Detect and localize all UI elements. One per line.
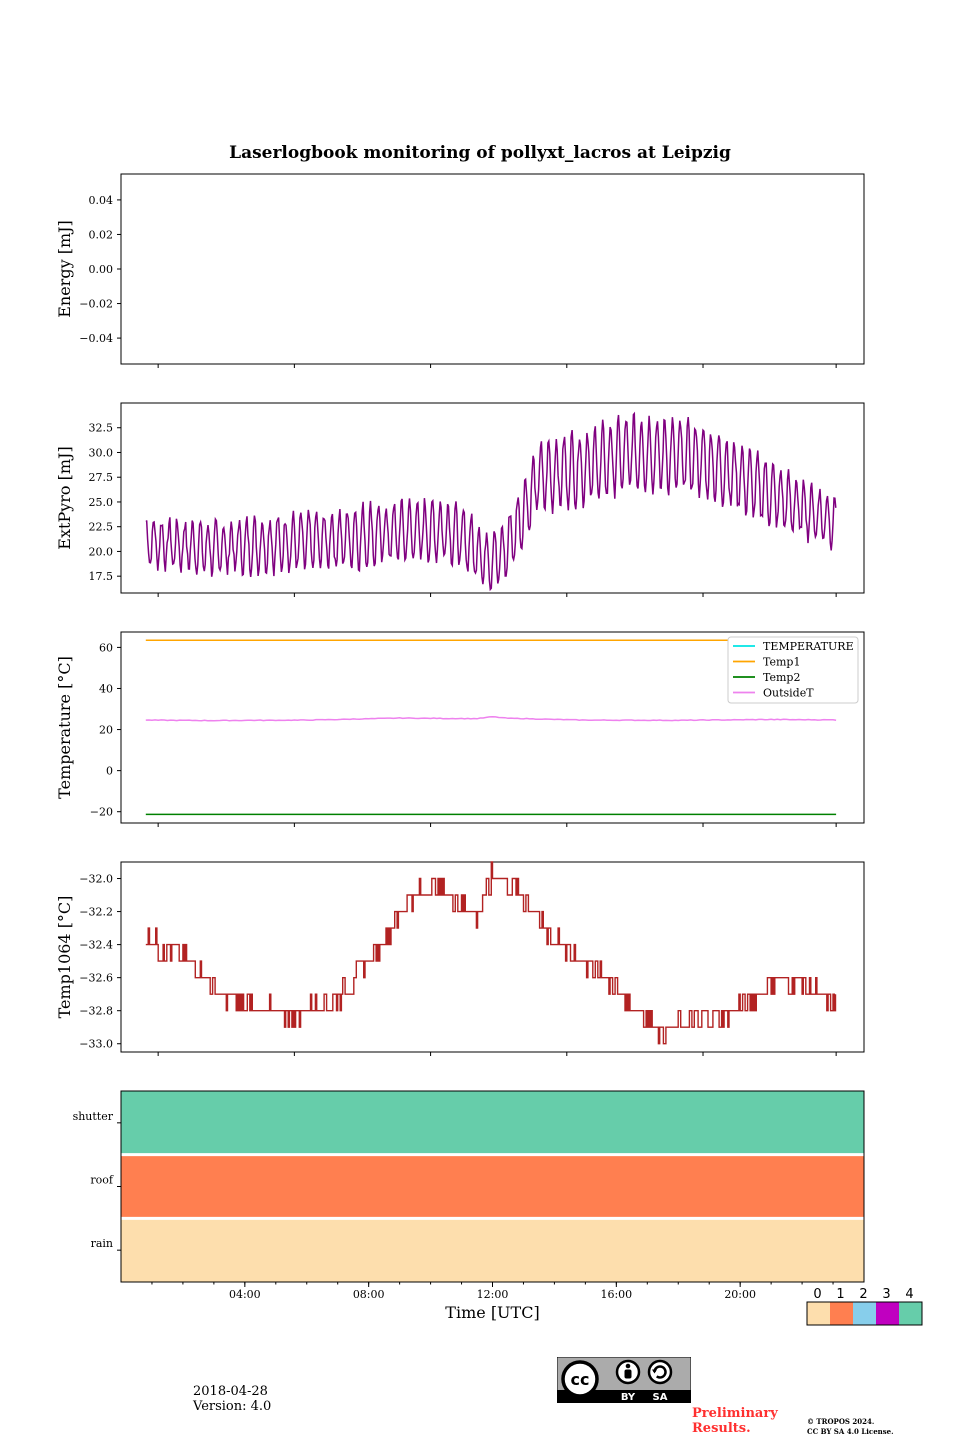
y-tick-label: 30.0 xyxy=(89,446,114,459)
panel-frame-1 xyxy=(120,402,865,594)
x-tick-label: 04:00 xyxy=(229,1288,261,1301)
colorbar-cell-1 xyxy=(830,1302,853,1325)
status-row-roof xyxy=(121,1154,864,1219)
figure-title: Laserlogbook monitoring of pollyxt_lacro… xyxy=(229,143,731,163)
colorbar-tick-label: 4 xyxy=(905,1287,913,1302)
y-tick-label: 40 xyxy=(99,682,113,695)
y-tick-label: 32.5 xyxy=(89,422,114,435)
svg-text:SA: SA xyxy=(653,1392,668,1403)
y-tick-label: 60 xyxy=(99,641,113,654)
colorbar-cell-2 xyxy=(853,1302,876,1325)
y-tick-label: −32.8 xyxy=(79,1005,113,1018)
legend-label: OutsideT xyxy=(763,687,814,700)
y-tick-label: 22.5 xyxy=(89,521,114,534)
y-axis-label: Temp1064 [°C] xyxy=(55,896,74,1019)
legend-label: Temp1 xyxy=(763,656,800,669)
y-tick-label: −32.0 xyxy=(79,873,113,886)
footer-info: 2018-04-28 Version: 4.0 xyxy=(193,1384,271,1414)
date-label: 2018-04-28 xyxy=(193,1384,268,1399)
svg-text:cc: cc xyxy=(571,1370,590,1389)
colorbar-tick-label: 1 xyxy=(836,1287,844,1302)
panels: 0.04 0.02 0.00 −0.02 −0.04 Energy [mJ] 17.5 20.… xyxy=(55,173,923,1326)
cc-license-badge: cc BY SA xyxy=(557,1357,691,1403)
colorbar-tick-label: 0 xyxy=(813,1287,821,1302)
temperature-legend: TEMPERATURE Temp1 Temp2 OutsideT xyxy=(727,636,859,704)
colorbar-cell-3 xyxy=(876,1302,899,1325)
y-tick-label: 20 xyxy=(99,724,113,737)
panel-frame-2 xyxy=(120,631,865,824)
panel-frame-0 xyxy=(120,173,865,365)
y-axis-label: ExtPyro [mJ] xyxy=(55,446,74,549)
y-tick-label: 0.00 xyxy=(89,263,114,276)
status-row-label: roof xyxy=(90,1174,114,1187)
sa-share-icon xyxy=(647,1359,673,1385)
y-tick-label: −32.6 xyxy=(79,972,113,985)
y-tick-label: 20.0 xyxy=(89,545,114,558)
x-tick-label: 20:00 xyxy=(724,1288,756,1301)
y-tick-label: 0 xyxy=(106,765,113,778)
y-tick-label: −0.04 xyxy=(79,332,113,345)
y-tick-label: 0.04 xyxy=(89,194,114,207)
y-tick-label: 27.5 xyxy=(89,471,114,484)
preliminary-note: Preliminary Results. xyxy=(692,1406,778,1436)
x-tick-label: 12:00 xyxy=(477,1288,509,1301)
copyright-note: © TROPOS 2024. CC BY SA 4.0 License. xyxy=(807,1417,894,1436)
y-tick-label: 0.02 xyxy=(89,228,114,241)
temp1064-series-line xyxy=(145,861,837,1045)
colorbar-cell-0 xyxy=(807,1302,830,1325)
y-tick-label: −32.2 xyxy=(79,906,113,919)
y-axis-label: Energy [mJ] xyxy=(55,220,74,318)
status-row-shutter xyxy=(121,1091,864,1155)
version-label: Version: 4.0 xyxy=(193,1399,272,1414)
panel-frame-3 xyxy=(120,861,865,1053)
colorbar-frame xyxy=(806,1301,923,1326)
svg-text:BY: BY xyxy=(621,1392,636,1403)
legend-label: TEMPERATURE xyxy=(763,640,854,653)
status-row-rain xyxy=(121,1218,864,1282)
y-tick-label: −33.0 xyxy=(79,1038,113,1051)
series-line-outsidet xyxy=(145,716,837,722)
colorbar-tick-label: 2 xyxy=(859,1287,867,1302)
x-axis-label: Time [UTC] xyxy=(445,1303,539,1322)
colorbar-tick-label: 3 xyxy=(882,1287,890,1302)
status-row-label: rain xyxy=(91,1237,113,1250)
legend-box xyxy=(727,636,859,704)
y-tick-label: −32.4 xyxy=(79,939,113,952)
legend-label: Temp2 xyxy=(763,671,800,684)
colorbar-cell-4 xyxy=(899,1302,922,1325)
status-row-label: shutter xyxy=(73,1110,114,1123)
y-tick-label: 25.0 xyxy=(89,496,114,509)
y-axis-label: Temperature [°C] xyxy=(55,656,74,799)
x-tick-label: 08:00 xyxy=(353,1288,385,1301)
x-tick-label: 16:00 xyxy=(600,1288,632,1301)
cc-icon xyxy=(561,1360,599,1398)
extpyro-series-line xyxy=(145,411,837,592)
y-tick-label: 17.5 xyxy=(89,570,114,583)
y-tick-label: −20 xyxy=(90,806,113,819)
y-tick-label: −0.02 xyxy=(79,298,113,311)
